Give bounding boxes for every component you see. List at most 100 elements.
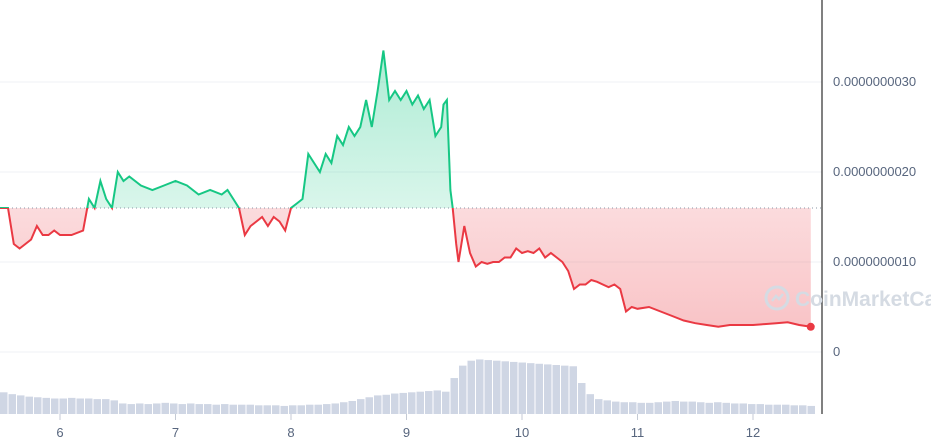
volume-bar <box>357 399 365 414</box>
volume-bar <box>790 405 798 414</box>
last-price-dot <box>806 322 815 331</box>
volume-bar <box>476 359 484 414</box>
volume-bar <box>697 402 705 414</box>
volume-bar <box>501 361 509 414</box>
volume-bar <box>229 404 237 414</box>
volume-bar <box>272 405 280 414</box>
coinmarketcap-logo-icon <box>764 285 790 311</box>
volume-bar <box>127 404 135 414</box>
volume-bar <box>42 397 50 414</box>
watermark-text: CoinMarketCap <box>795 288 931 311</box>
price-line-down <box>0 208 811 328</box>
volume-bar <box>518 362 526 414</box>
volume-bar <box>433 390 441 414</box>
volume-bar <box>136 403 144 414</box>
volume-bar <box>467 360 475 414</box>
volume-bar <box>85 398 93 414</box>
x-axis-ticks: 6 7 8 9 10 11 12 <box>56 414 760 440</box>
volume-bar <box>365 397 373 414</box>
volume-bar <box>408 392 416 414</box>
volume-bar <box>76 398 84 414</box>
volume-bar <box>782 404 790 414</box>
x-tick-label: 11 <box>631 425 645 440</box>
volume-bar <box>314 404 322 414</box>
volume-bar <box>527 363 535 414</box>
volume-bar <box>323 404 331 414</box>
volume-bar <box>459 365 467 414</box>
volume-bar <box>569 366 577 414</box>
volume-bar <box>688 401 696 414</box>
volume-bar <box>221 404 229 414</box>
volume-bar <box>629 402 637 414</box>
volume-bar <box>739 403 747 414</box>
volume-bar <box>382 394 390 414</box>
volume-bar <box>586 394 594 414</box>
y-axis-ticks: 0.0000000030 0.0000000020 0.0000000010 0 <box>833 74 916 359</box>
volume-bar <box>212 404 220 414</box>
volume-bar <box>161 402 169 414</box>
volume-bar <box>654 402 662 414</box>
volume-bar <box>595 399 603 414</box>
volume-bar <box>280 405 288 414</box>
volume-bar <box>59 398 67 414</box>
volume-bar <box>705 402 713 414</box>
volume-bar <box>722 402 730 414</box>
volume-bar <box>306 404 314 414</box>
volume-bar <box>34 397 42 414</box>
volume-bar <box>263 405 271 414</box>
y-tick-label: 0.0000000020 <box>833 164 916 179</box>
volume-bar <box>578 383 586 414</box>
volume-bar <box>391 393 399 414</box>
volume-bar <box>374 395 382 414</box>
volume-bar <box>646 402 654 414</box>
volume-bar <box>102 399 110 414</box>
volume-bar <box>246 404 254 414</box>
x-tick-label: 6 <box>56 425 63 440</box>
area-fill-up <box>0 50 811 208</box>
volume-bar <box>93 399 101 414</box>
y-tick-label: 0.0000000030 <box>833 74 916 89</box>
volume-bar <box>25 396 33 414</box>
volume-bar <box>416 391 424 414</box>
volume-bar <box>110 400 118 414</box>
volume-bar <box>561 365 569 414</box>
volume-bar <box>153 403 161 414</box>
volume-bar <box>680 401 688 414</box>
grid <box>0 81 822 353</box>
volume-bar <box>612 401 620 414</box>
volume-bar <box>544 364 552 414</box>
volume-bar <box>289 405 297 414</box>
x-tick-label: 8 <box>287 425 294 440</box>
volume-bar <box>807 405 815 414</box>
volume-bar <box>0 392 8 414</box>
volume-bar <box>144 404 152 414</box>
volume-bar <box>603 400 611 414</box>
volume-bar <box>68 397 76 414</box>
volume-bar <box>671 400 679 414</box>
volume-bar <box>297 405 305 414</box>
volume-bar <box>425 391 433 414</box>
volume-bar <box>170 403 178 414</box>
volume-bar <box>204 404 212 414</box>
volume-bar <box>535 363 543 414</box>
volume-bar <box>773 404 781 414</box>
volume-bar <box>748 404 756 414</box>
area-fill-down <box>0 208 811 327</box>
volume-bar <box>620 402 628 414</box>
x-tick-label: 9 <box>403 425 410 440</box>
price-line-up <box>0 50 454 208</box>
volume-bar <box>663 401 671 414</box>
volume-bar <box>552 365 560 414</box>
volume-bar <box>195 404 203 414</box>
y-tick-label: 0 <box>833 344 840 359</box>
volume-bar <box>238 404 246 414</box>
volume-bar <box>731 403 739 414</box>
volume-bar <box>450 378 458 414</box>
volume-bar <box>399 392 407 414</box>
volume-bar <box>493 360 501 414</box>
volume-bar <box>17 395 25 414</box>
volume-bar <box>765 404 773 414</box>
x-tick-label: 12 <box>746 425 760 440</box>
x-tick-label: 10 <box>515 425 529 440</box>
